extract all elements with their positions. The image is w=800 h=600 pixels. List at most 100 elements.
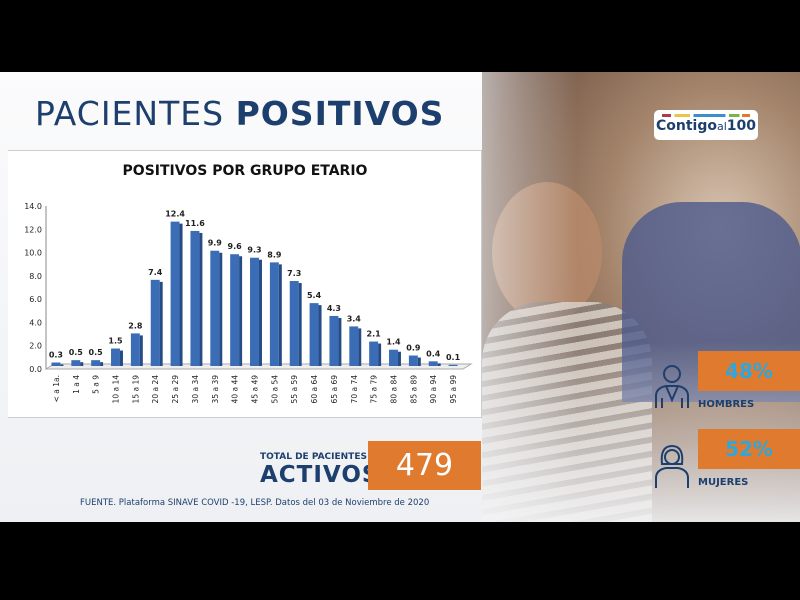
data-label: 0.3 [49,351,63,360]
men-percent: 48% [698,351,800,391]
bar-side [298,283,302,366]
bar [71,360,81,366]
bar [150,279,160,366]
men-label: HOMBRES [698,399,755,410]
x-tick-label: 35 a 39 [211,375,220,404]
title-light: PACIENTES [35,94,225,133]
x-tick-label: 10 a 14 [112,375,121,404]
x-tick-label: 75 a 79 [370,375,379,404]
man-icon [655,365,689,408]
bar-side [100,362,104,366]
x-tick-label: 1 a 4 [72,375,81,394]
y-tick-label: 6.0 [29,295,42,304]
bar [428,361,438,366]
data-label: 9.6 [228,242,243,251]
bar-side [239,256,243,366]
bar-side [397,351,401,366]
photo: Contigoal100 48% HOMBRES 52% MUJERES [482,72,800,522]
bar-side [278,264,282,366]
bar [130,333,140,366]
bar-side [159,281,163,366]
left-panel: PACIENTES POSITIVOS POSITIVOS POR GRUPO … [0,72,482,522]
bar-side [60,364,64,366]
chart-title: POSITIVOS POR GRUPO ETARIO [122,163,368,179]
bar [230,254,240,366]
bar [408,355,418,366]
data-label: 12.4 [165,210,185,219]
bar [51,362,61,366]
page-title: PACIENTES POSITIVOS [35,94,444,133]
source-note: FUENTE. Plataforma SINAVE COVID -19, LES… [80,498,430,508]
x-tick-label: 80 a 84 [390,375,399,404]
bar-side [378,343,382,366]
data-label: 7.4 [148,268,163,277]
y-tick-label: 4.0 [29,318,42,327]
data-label: 0.5 [69,348,84,357]
bar [111,348,120,366]
data-label: 5.4 [307,291,322,300]
x-tick-label: 65 a 69 [330,375,339,404]
x-tick-label: 95 a 99 [449,375,458,404]
total-value: 479 [368,441,481,490]
bar [190,230,200,366]
bar [250,257,259,366]
bar-side [318,305,322,366]
y-tick-label: 8.0 [29,272,42,281]
bar [329,315,339,366]
bar [448,364,458,366]
x-tick-label: 85 a 89 [409,375,418,404]
data-label: 3.4 [347,314,362,323]
x-tick-label: 55 a 59 [290,375,299,404]
y-tick-label: 12.0 [24,225,42,234]
bar-side [437,363,441,366]
x-tick-label: 70 a 74 [350,375,359,404]
total-activos: ACTIVOS [260,462,380,488]
bar-chart-svg: 0.0 2.0 4.0 6.0 8.0 10.0 12.0 14.0 0.3 < a 1a. 0.5… [24,202,473,404]
x-tick-label: 15 a 19 [131,375,140,404]
data-label: 0.5 [89,348,104,357]
y-tick-label: 0.0 [29,365,42,374]
bar-side [258,259,262,366]
data-label: 0.9 [406,344,421,353]
bar-side [179,223,183,366]
data-label: 11.6 [185,219,205,228]
bar [269,262,279,366]
woman-icon [655,444,689,488]
x-tick-label: 5 a 9 [92,375,101,394]
data-label: 9.3 [247,246,261,255]
total-label: TOTAL DE PACIENTES [260,452,367,462]
bar-side [119,350,123,366]
bar [170,221,180,366]
x-tick-label: 50 a 54 [270,375,279,404]
data-label: 0.4 [426,349,441,358]
slide: PACIENTES POSITIVOS POSITIVOS POR GRUPO … [0,72,800,522]
bar [309,303,319,366]
bar-side [199,232,203,366]
x-tick-label: 40 a 44 [231,375,240,404]
bar [91,360,101,366]
bar [289,281,299,366]
data-label: 8.9 [267,250,282,259]
bar [389,349,398,366]
bar-side [358,328,362,366]
women-label: MUJERES [698,477,749,488]
x-tick-label: 30 a 34 [191,375,200,404]
x-tick-label: 45 a 49 [251,375,260,404]
data-label: 4.3 [327,304,341,313]
y-tick-label: 14.0 [24,202,42,211]
bar-side [219,252,223,366]
chart: POSITIVOS POR GRUPO ETARIO 0.0 2.0 4.0 6.0 8… [8,150,482,418]
x-tick-label: 60 a 64 [310,375,319,404]
bar [349,326,359,366]
data-label: 1.5 [108,337,123,346]
title-bold: POSITIVOS [235,94,445,133]
bar-side [80,362,84,366]
data-label: 0.1 [446,353,461,362]
bar [369,341,379,366]
data-label: 2.1 [367,330,382,339]
women-percent: 52% [698,429,800,469]
x-tick-label: 25 a 29 [171,375,180,404]
data-label: 9.9 [208,239,223,248]
bar [210,250,220,366]
data-label: 2.8 [128,321,143,330]
